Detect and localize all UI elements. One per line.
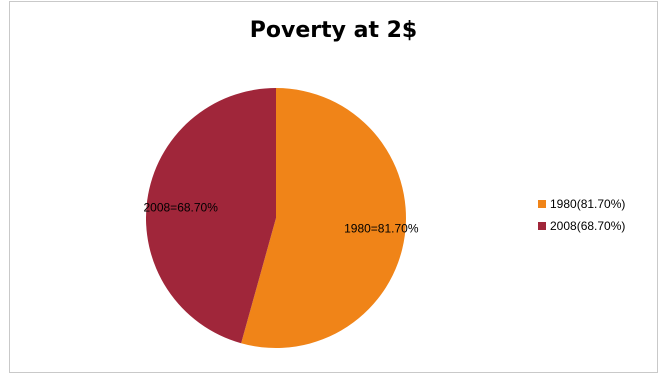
legend-label-2008: 2008(68.70%) xyxy=(550,219,626,233)
legend-item-2008: 2008(68.70%) xyxy=(538,217,625,235)
pie-slice-1 xyxy=(241,88,406,348)
slice-label-1: 1980=81.70% xyxy=(344,222,419,236)
legend-swatch-1980 xyxy=(538,200,546,208)
legend-item-1980: 1980(81.70%) xyxy=(538,195,625,213)
slice-label-2: 2008=68.70% xyxy=(143,200,218,214)
legend-swatch-2008 xyxy=(538,222,546,230)
chart-title: Poverty at 2$ xyxy=(249,18,418,43)
legend-label-1980: 1980(81.70%) xyxy=(550,197,626,211)
pie-slice-2 xyxy=(145,88,276,344)
legend: 1980(81.70%) 2008(68.70%) xyxy=(538,195,625,239)
